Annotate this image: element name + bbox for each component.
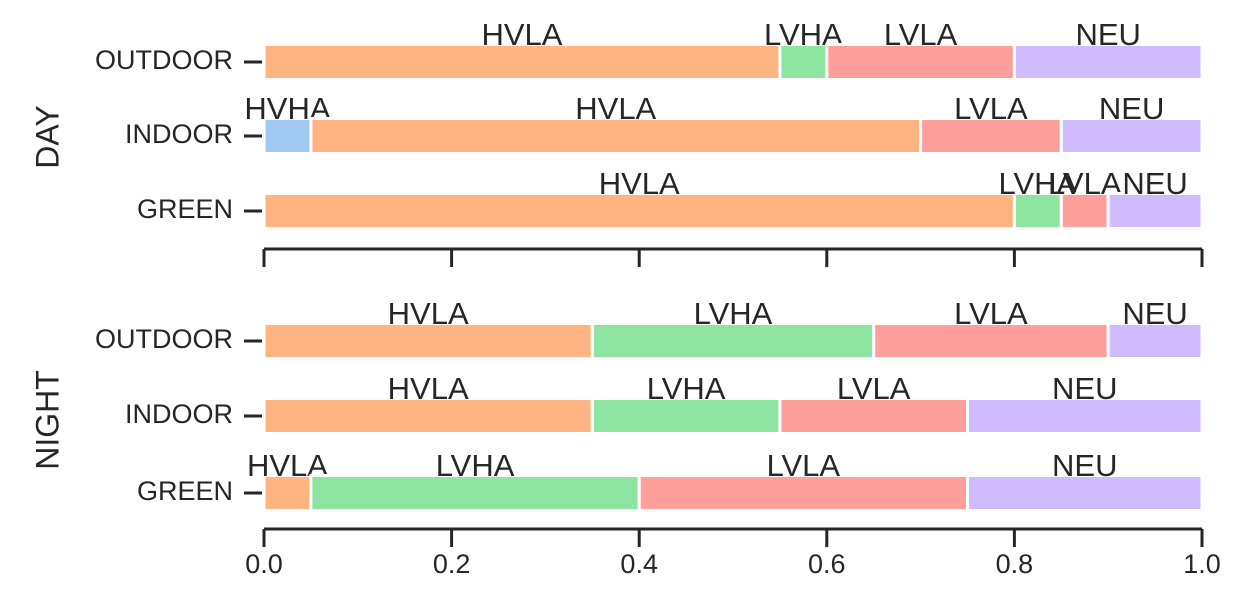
x-tick-label: 0.0 xyxy=(245,549,283,579)
segment-label: NEU xyxy=(1052,448,1117,483)
bar-segment-lvla xyxy=(825,43,1016,81)
bar-row: OUTDOOR HVLA LVHA LVLA NEU xyxy=(95,296,1204,360)
segment-label: NEU xyxy=(1052,371,1117,406)
segment-label: NEU xyxy=(1075,17,1140,52)
segment-label: NEU xyxy=(1122,166,1187,201)
panel-label: NIGHT xyxy=(29,370,65,470)
bar-segment-lvla xyxy=(919,117,1063,155)
segment-label: HVLA xyxy=(599,166,680,201)
panel-night: NIGHT OUTDOOR HVLA LVHA LVLA NEU INDOOR HVLA LVH… xyxy=(29,296,1220,579)
segment-label: HVLA xyxy=(575,91,656,126)
category-label: GREEN xyxy=(137,194,233,224)
category-label: OUTDOOR xyxy=(95,45,233,75)
bar-segment-neu xyxy=(1012,43,1204,81)
bar-segment-neu xyxy=(966,397,1204,435)
bar-segment-neu xyxy=(1106,192,1204,230)
bar-segment-hvha xyxy=(262,117,313,155)
bar-segment-lvha xyxy=(1012,192,1063,230)
x-tick-label: 0.8 xyxy=(996,549,1034,579)
segment-label: LVHA xyxy=(647,371,726,406)
bar-segment-hvla xyxy=(309,117,923,155)
category-label: INDOOR xyxy=(125,119,233,149)
panel-label: DAY xyxy=(29,105,65,168)
bar-segment-hvla xyxy=(262,397,594,435)
bar-segment-hvla xyxy=(262,474,313,512)
bar-segment-neu xyxy=(966,474,1204,512)
bar-segment-neu xyxy=(1106,322,1204,360)
bar-segment-lvha xyxy=(590,397,782,435)
bar-segment-lvla xyxy=(1059,192,1110,230)
segment-label: LVHA xyxy=(436,448,515,483)
segment-label: LVLA xyxy=(767,448,841,483)
bar-row: INDOOR HVLA LVHA LVLA NEU xyxy=(125,371,1204,435)
x-tick-label: 0.2 xyxy=(433,549,471,579)
bar-segment-hvla xyxy=(262,322,594,360)
category-label: GREEN xyxy=(137,476,233,506)
bar-segment-hvla xyxy=(262,192,1016,230)
segment-label: HVLA xyxy=(388,296,469,331)
segment-label: LVLA xyxy=(837,371,911,406)
segment-label: LVLA xyxy=(954,91,1028,126)
x-tick-label: 1.0 xyxy=(1183,549,1221,579)
category-label: OUTDOOR xyxy=(95,324,233,354)
segment-label: LVLA xyxy=(954,296,1028,331)
bar-segment-lvla xyxy=(778,397,970,435)
segment-label: HVLA xyxy=(388,371,469,406)
segment-label: LVHA xyxy=(694,296,773,331)
bar-segment-neu xyxy=(1059,117,1204,155)
x-tick-label: 0.6 xyxy=(808,549,846,579)
segment-label: NEU xyxy=(1099,91,1164,126)
segment-label: NEU xyxy=(1122,296,1187,331)
segment-label: LVLA xyxy=(884,17,958,52)
bar-segment-lvha xyxy=(590,322,876,360)
bar-segment-lvla xyxy=(872,322,1110,360)
segment-label: HVLA xyxy=(481,17,562,52)
category-label: INDOOR xyxy=(125,399,233,429)
x-tick-label: 0.4 xyxy=(620,549,658,579)
